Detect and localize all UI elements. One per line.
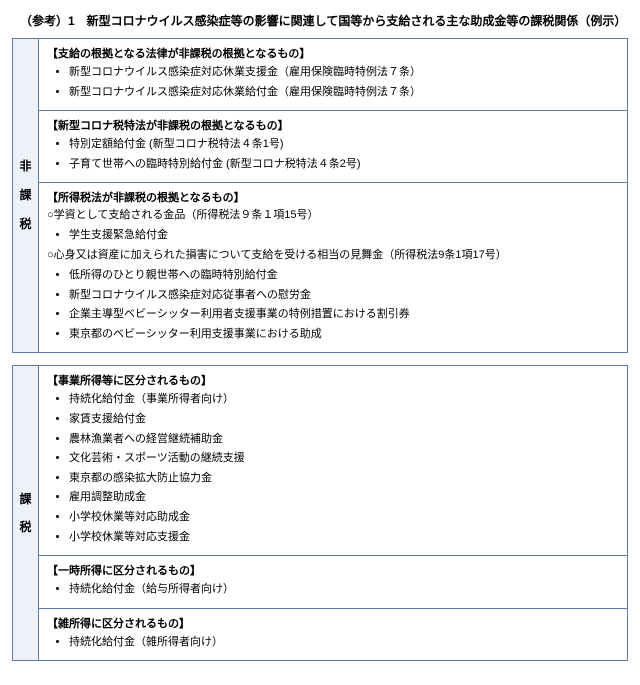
section-title: 【事業所得等に区分されるもの】: [47, 372, 619, 388]
section-block: 【事業所得等に区分されるもの】 持続化給付金（事業所得者向け） 家賃支援給付金 …: [39, 366, 627, 555]
section-block: 【支給の根拠となる法律が非課税の根拠となるもの】 新型コロナウイルス感染症対応休…: [39, 39, 627, 110]
item-list: 特別定額給付金 (新型コロナ税特法４条1号) 子育て世帯への臨時特別給付金 (新…: [47, 135, 619, 174]
list-item: 低所得のひとり親世帯への臨時特別給付金: [69, 266, 619, 286]
section-title: 【一時所得に区分されるもの】: [47, 562, 619, 578]
section-block: 【新型コロナ税特法が非課税の根拠となるもの】 特別定額給付金 (新型コロナ税特法…: [39, 111, 627, 182]
list-item: 文化芸術・スポーツ活動の継続支援: [69, 449, 619, 469]
item-list: 持続化給付金（事業所得者向け） 家賃支援給付金 農林漁業者への経営継続補助金 文…: [47, 390, 619, 547]
row-label-tax: 課税: [13, 366, 39, 661]
section-block: 【所得税法が非課税の根拠となるもの】 ○学資として支給される金品（所得税法９条１…: [39, 183, 627, 352]
list-item: 新型コロナウイルス感染症対応休業支援金（雇用保険臨時特例法７条）: [69, 63, 619, 83]
section-block: 【一時所得に区分されるもの】 持続化給付金（給与所得者向け）: [39, 556, 627, 608]
item-list: 低所得のひとり親世帯への臨時特別給付金 新型コロナウイルス感染症対応従事者への慰…: [47, 266, 619, 344]
list-item: 持続化給付金（雑所得者向け）: [69, 633, 619, 653]
page-title: （参考）1 新型コロナウイルス感染症等の影響に関連して国等から支給される主な助成…: [66, 12, 628, 30]
section-title: 【新型コロナ税特法が非課税の根拠となるもの】: [47, 117, 619, 133]
table-taxable: 課税 【事業所得等に区分されるもの】 持続化給付金（事業所得者向け） 家賃支援給…: [12, 365, 628, 661]
list-item: 特別定額給付金 (新型コロナ税特法４条1号): [69, 135, 619, 155]
list-item: 雇用調整助成金: [69, 488, 619, 508]
list-item: 東京都の感染拡大防止協力金: [69, 469, 619, 489]
list-item: 小学校休業等対応支援金: [69, 528, 619, 548]
section-title: 【支給の根拠となる法律が非課税の根拠となるもの】: [47, 45, 619, 61]
item-list: 新型コロナウイルス感染症対応休業支援金（雇用保険臨時特例法７条） 新型コロナウイ…: [47, 63, 619, 102]
list-item: 新型コロナウイルス感染症対応従事者への慰労金: [69, 286, 619, 306]
list-item: 持続化給付金（給与所得者向け）: [69, 580, 619, 600]
sub-heading: ○学資として支給される金品（所得税法９条１項15号）: [47, 207, 619, 224]
item-list: 学生支援緊急給付金: [47, 226, 619, 246]
list-item: 農林漁業者への経営継続補助金: [69, 430, 619, 450]
list-item: 子育て世帯への臨時特別給付金 (新型コロナ税特法４条2号): [69, 155, 619, 175]
item-list: 持続化給付金（雑所得者向け）: [47, 633, 619, 653]
list-item: 企業主導型ベビーシッター利用者支援事業の特例措置における割引券: [69, 305, 619, 325]
list-item: 新型コロナウイルス感染症対応休業給付金（雇用保険臨時特例法７条）: [69, 83, 619, 103]
list-item: 学生支援緊急給付金: [69, 226, 619, 246]
section-title: 【雑所得に区分されるもの】: [47, 615, 619, 631]
list-item: 東京都のベビーシッター利用支援事業における助成: [69, 325, 619, 345]
sub-heading: ○心身又は資産に加えられた損害について支給を受ける相当の見舞金（所得税法9条1項…: [47, 247, 619, 264]
list-item: 小学校休業等対応助成金: [69, 508, 619, 528]
section-title: 【所得税法が非課税の根拠となるもの】: [47, 189, 619, 205]
table-nontaxable: 非課税 【支給の根拠となる法律が非課税の根拠となるもの】 新型コロナウイルス感染…: [12, 38, 628, 353]
list-item: 家賃支援給付金: [69, 410, 619, 430]
item-list: 持続化給付金（給与所得者向け）: [47, 580, 619, 600]
row-label-nontax: 非課税: [13, 39, 39, 353]
list-item: 持続化給付金（事業所得者向け）: [69, 390, 619, 410]
section-block: 【雑所得に区分されるもの】 持続化給付金（雑所得者向け）: [39, 609, 627, 661]
